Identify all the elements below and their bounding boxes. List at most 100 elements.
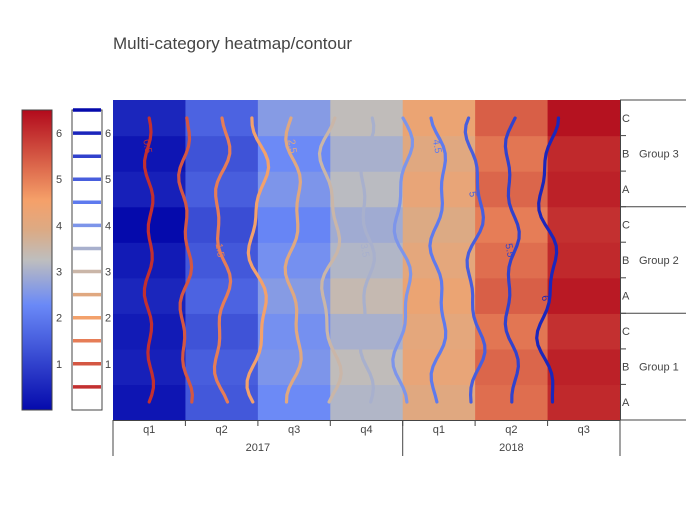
- contour-colorbar: 1 2 3 4 5 6: [71, 108, 111, 411]
- x-tick-label: q4: [360, 424, 372, 436]
- heatmap-cell: [330, 242, 404, 279]
- contour-colorbar-frame: [71, 109, 103, 411]
- x-group-label: 2017: [246, 442, 270, 454]
- contour-label: 3.5: [358, 243, 371, 259]
- contour-label: 6: [539, 295, 551, 303]
- x-tick-label: q2: [215, 424, 227, 436]
- contour-line: [142, 116, 155, 404]
- contour-line: [428, 116, 448, 404]
- heatmap-cell: [402, 277, 476, 314]
- y-group-label: Group 2: [639, 255, 679, 267]
- contour-label: 5: [466, 191, 478, 199]
- heatmap-cell: [330, 384, 404, 421]
- heatmap-cell: [547, 242, 621, 279]
- y-tick-label: C: [622, 219, 630, 231]
- heatmap-cell: [547, 277, 621, 314]
- y-tick-label: A: [622, 291, 630, 303]
- colorbar-tick-label: 2: [56, 313, 62, 325]
- contour-line: [391, 116, 414, 404]
- colorbar-tick-label: 3: [56, 267, 62, 279]
- heatmap-cell: [402, 100, 476, 137]
- colorbar-tick-label: 1: [56, 359, 62, 371]
- heatmap-cell: [402, 171, 476, 208]
- contour-label: 4.5: [430, 139, 443, 155]
- heatmap-cell: [330, 135, 404, 172]
- heatmap-cell: [185, 135, 259, 172]
- contour-line: [245, 116, 271, 404]
- heatmap-colorbar: 1 2 3 4 5 6: [21, 109, 62, 411]
- heatmap-cell: [547, 206, 621, 243]
- y-group-label: Group 3: [639, 148, 679, 160]
- heatmap-cell: [330, 171, 404, 208]
- y-group-label: Group 1: [639, 362, 679, 374]
- contour-colorbar-tick-label: 6: [105, 128, 111, 140]
- contour-line: [535, 116, 561, 404]
- colorbar-tick-label: 4: [56, 220, 62, 232]
- x-tick-label: q1: [143, 424, 155, 436]
- heatmap-cell: [547, 313, 621, 350]
- heatmap-cell: [402, 206, 476, 243]
- y-tick-label: A: [622, 184, 630, 196]
- heatmap-cell: [547, 384, 621, 421]
- x-group-label: 2018: [499, 442, 523, 454]
- heatmap-cell: [257, 242, 331, 279]
- heatmap-cell: [475, 100, 549, 137]
- x-tick-label: q3: [288, 424, 300, 436]
- heatmap-cell: [113, 277, 187, 314]
- contour-label: 2.5: [285, 139, 298, 155]
- heatmap-cell: [185, 171, 259, 208]
- contour-label: 0.5: [140, 139, 153, 155]
- y-tick-label: A: [622, 397, 630, 409]
- heatmap-cells: [113, 100, 621, 421]
- contour-colorbar-tick-label: 3: [105, 267, 111, 279]
- heatmap-cell: [547, 171, 621, 208]
- contour-colorbar-tick-label: 5: [105, 174, 111, 186]
- x-tick-label: q2: [505, 424, 517, 436]
- heatmap-cell: [257, 206, 331, 243]
- contour-colorbar-tick-label: 2: [105, 313, 111, 325]
- heatmap-cell: [475, 135, 549, 172]
- heatmap-cell: [185, 313, 259, 350]
- contour-line: [503, 116, 521, 404]
- heatmap-cell: [185, 206, 259, 243]
- x-tick-label: q1: [433, 424, 445, 436]
- heatmap-cell: [330, 100, 404, 137]
- axes: q1 q2 q3 q4 q1 q2 q3 2017 2018 A B C A B C A B C Group 1 Gr…: [112, 99, 686, 456]
- heatmap-cell: [402, 313, 476, 350]
- chart-title: Multi-category heatmap/contour: [113, 34, 352, 53]
- contour-line: [212, 116, 233, 404]
- contour-label: 5.5: [502, 243, 515, 259]
- contour-colorbar-tick-label: 4: [105, 220, 111, 232]
- contour-line: [177, 116, 194, 404]
- contour-line: [358, 116, 376, 404]
- contour-line: [317, 116, 343, 404]
- y-tick-label: B: [622, 148, 629, 160]
- contour-lines: 0.5 1.5 2.5 3.5 4.5 5 5.5 6: [140, 116, 561, 404]
- heatmap-cell: [257, 384, 331, 421]
- contour-line: [463, 116, 487, 404]
- x-tick-label: q3: [578, 424, 590, 436]
- heatmap-cell: [547, 348, 621, 386]
- y-tick-label: B: [622, 255, 629, 267]
- colorbar-tick-label: 6: [56, 128, 62, 140]
- heatmap-cell: [113, 171, 187, 208]
- colorbar-tick-label: 5: [56, 174, 62, 186]
- y-tick-label: C: [622, 113, 630, 125]
- heatmap-cell: [475, 277, 549, 314]
- y-tick-label: C: [622, 326, 630, 338]
- contour-colorbar-tick-label: 1: [105, 359, 111, 371]
- colorbar-bar: [21, 109, 53, 411]
- y-tick-label: B: [622, 362, 629, 374]
- heatmap-cell: [257, 313, 331, 350]
- heatmap-cell: [547, 135, 621, 172]
- heatmap-cell: [475, 348, 549, 386]
- heatmap-cell: [257, 171, 331, 208]
- heatmap-cell: [330, 313, 404, 350]
- heatmap-cell: [402, 384, 476, 421]
- contour-line: [283, 116, 303, 404]
- heatmap-cell: [257, 100, 331, 137]
- contour-label: 1.5: [213, 243, 226, 259]
- heatmap-cell: [475, 171, 549, 208]
